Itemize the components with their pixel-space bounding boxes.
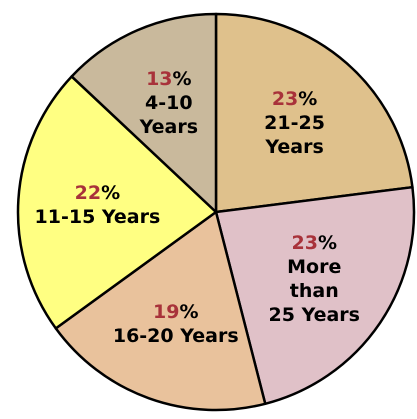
slice-label: 13% 4-10 Years xyxy=(140,67,198,139)
slice-label: 23% 21-25 Years xyxy=(233,87,355,159)
value-unit: % xyxy=(179,300,199,323)
value-unit: % xyxy=(317,231,337,254)
value-label: 22% xyxy=(35,181,161,205)
value-unit: % xyxy=(298,87,318,110)
category-label: 11-15 Years xyxy=(34,205,161,228)
value-number: 19 xyxy=(152,300,180,323)
value-number: 22 xyxy=(74,181,102,204)
slice-label: 22% 11-15 Years xyxy=(35,181,161,229)
value-label: 13% xyxy=(140,67,198,91)
category-label: 21-25 Years xyxy=(264,111,325,158)
value-label: 23% xyxy=(233,87,355,111)
slice-label: 23% More than 25 Years xyxy=(263,231,366,327)
value-unit: % xyxy=(172,67,192,90)
value-unit: % xyxy=(101,181,121,204)
value-number: 23 xyxy=(291,231,318,254)
value-label: 19% xyxy=(113,300,239,324)
pie-slice xyxy=(70,12,218,214)
pie-slice xyxy=(214,185,416,406)
slice-label: 19% 16-20 Years xyxy=(113,300,239,348)
category-label: 4-10 Years xyxy=(139,91,199,138)
value-number: 23 xyxy=(271,87,299,110)
pie-slice xyxy=(214,12,414,214)
pie-slice xyxy=(54,210,267,412)
value-number: 13 xyxy=(146,67,173,90)
category-label: More than 25 Years xyxy=(268,255,360,326)
category-label: 16-20 Years xyxy=(112,324,239,347)
value-label: 23% xyxy=(263,231,366,255)
pie-slice xyxy=(16,75,218,330)
